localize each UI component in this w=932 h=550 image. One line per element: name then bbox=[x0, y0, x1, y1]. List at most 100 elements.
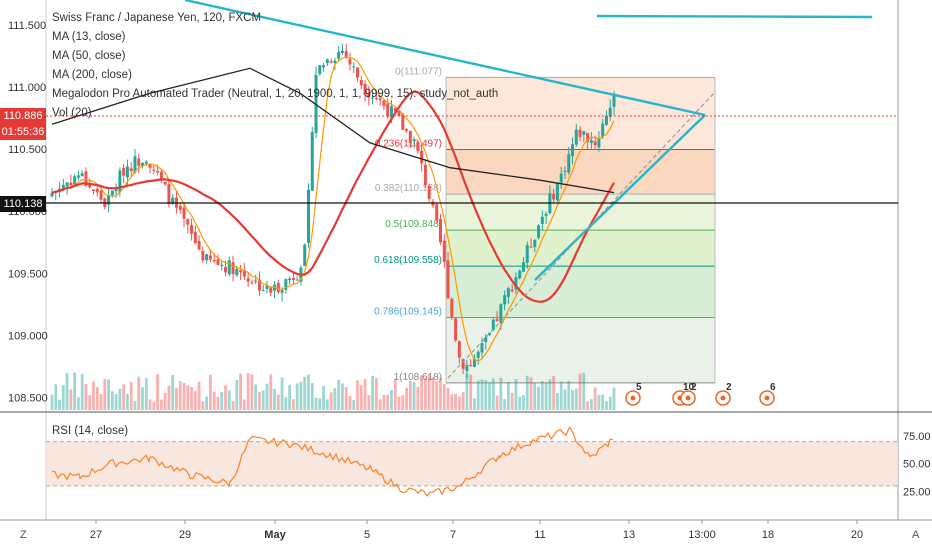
ma13-legend[interactable]: MA (13, close) bbox=[52, 31, 126, 43]
volume-bar bbox=[88, 395, 92, 410]
candle-body bbox=[438, 218, 442, 243]
volume-bar bbox=[235, 380, 239, 410]
candle-body bbox=[193, 231, 197, 244]
ma200-legend[interactable]: MA (200, close) bbox=[52, 69, 132, 81]
candle-body bbox=[201, 250, 205, 261]
candle-body bbox=[612, 93, 616, 107]
candle-body bbox=[167, 183, 171, 205]
candle-body bbox=[450, 298, 454, 317]
volume-bar bbox=[578, 373, 582, 410]
megalodon-legend[interactable]: Megalodon Pro Automated Trader (Neutral,… bbox=[52, 88, 499, 100]
candle-body bbox=[412, 139, 416, 141]
event-marker-dot bbox=[720, 395, 726, 401]
volume-bar bbox=[612, 387, 616, 410]
volume-bar bbox=[537, 386, 540, 410]
volume-bar bbox=[348, 395, 352, 410]
candle-body bbox=[476, 351, 480, 358]
volume-bar bbox=[337, 379, 341, 410]
price-tick-label: 109.000 bbox=[8, 330, 48, 342]
volume-bar bbox=[152, 401, 156, 410]
ma50-legend[interactable]: MA (50, close) bbox=[52, 50, 126, 62]
volume-bar bbox=[295, 383, 299, 410]
volume-bar bbox=[367, 395, 371, 410]
rsi-legend[interactable]: RSI (14, close) bbox=[52, 425, 129, 437]
candle-body bbox=[340, 50, 344, 54]
volume-bar bbox=[571, 389, 574, 410]
candle-body bbox=[280, 290, 284, 293]
volume-bar bbox=[503, 399, 507, 410]
fib-level-label: 1(108.618) bbox=[394, 372, 442, 383]
volume-bar bbox=[359, 385, 363, 410]
candle-body bbox=[322, 65, 326, 68]
rsi-tick-label: 50.00 bbox=[903, 459, 931, 471]
volume-bar bbox=[371, 375, 375, 410]
volume-bar bbox=[522, 395, 525, 410]
candle-body bbox=[69, 182, 73, 186]
vol-legend[interactable]: Vol (20) bbox=[52, 107, 92, 119]
volume-bar bbox=[510, 392, 514, 410]
time-tick-label: 7 bbox=[450, 529, 456, 541]
fib-level-label: 0(111.077) bbox=[395, 66, 442, 77]
volume-bar bbox=[412, 382, 416, 410]
volume-bar bbox=[506, 381, 510, 410]
candle-body bbox=[405, 129, 409, 131]
candle-body bbox=[171, 197, 175, 204]
candle-body bbox=[329, 61, 333, 63]
candle-body bbox=[231, 262, 235, 275]
fib-zone bbox=[446, 317, 715, 383]
candle-body bbox=[205, 254, 209, 261]
candle-body bbox=[242, 270, 246, 277]
volume-bar bbox=[220, 392, 224, 410]
candle-body bbox=[488, 332, 492, 336]
candle-body bbox=[239, 270, 243, 273]
candle-body bbox=[506, 288, 510, 297]
candle-body bbox=[525, 244, 529, 263]
volume-bar bbox=[593, 387, 597, 410]
price-tick-label: 108.500 bbox=[8, 393, 48, 405]
candle-body bbox=[50, 192, 54, 197]
volume-bar bbox=[182, 382, 186, 410]
candle-body bbox=[491, 319, 495, 331]
fib-level-label: 0.236(110.497) bbox=[375, 138, 442, 149]
rsi-tick-label: 75.00 bbox=[903, 431, 931, 443]
candle-body bbox=[118, 170, 122, 192]
candle-body bbox=[284, 279, 288, 290]
volume-bar bbox=[457, 396, 461, 410]
volume-bar bbox=[80, 374, 84, 410]
candle-body bbox=[540, 216, 544, 224]
candle-body bbox=[107, 195, 111, 205]
volume-bar bbox=[114, 393, 118, 410]
volume-bar bbox=[107, 379, 110, 410]
candle-body bbox=[601, 123, 605, 137]
candle-body bbox=[514, 277, 518, 290]
candle-body bbox=[291, 278, 295, 280]
candle-body bbox=[197, 240, 201, 250]
volume-bar bbox=[246, 373, 250, 410]
fib-level-label: 0.382(110.138) bbox=[375, 183, 442, 194]
event-marker: 2 bbox=[715, 382, 732, 406]
volume-bar bbox=[514, 379, 518, 410]
candle-body bbox=[374, 98, 378, 100]
volume-bar bbox=[156, 374, 160, 410]
candle-body bbox=[235, 268, 239, 276]
candle-body bbox=[122, 167, 126, 176]
fib-level-label: 0.618(109.558) bbox=[374, 255, 442, 266]
volume-bar bbox=[344, 387, 348, 410]
volume-bar bbox=[491, 378, 495, 410]
volume-bar bbox=[559, 381, 563, 410]
ma200-line bbox=[51, 67, 615, 194]
volume-bar bbox=[333, 388, 337, 410]
volume-bar bbox=[556, 393, 559, 410]
volume-bar bbox=[420, 375, 424, 410]
corner-right-label: A bbox=[912, 529, 920, 541]
symbol-title: Swiss Franc / Japanese Yen, 120, FXCM bbox=[52, 12, 262, 24]
volume-bar bbox=[450, 394, 454, 410]
fib-zone bbox=[446, 194, 715, 231]
candle-body bbox=[484, 337, 488, 343]
candle-body bbox=[208, 255, 212, 260]
candle-body bbox=[574, 129, 578, 145]
volume-bar bbox=[314, 397, 318, 410]
volume-bar bbox=[401, 395, 405, 410]
volume-bar bbox=[227, 390, 231, 410]
